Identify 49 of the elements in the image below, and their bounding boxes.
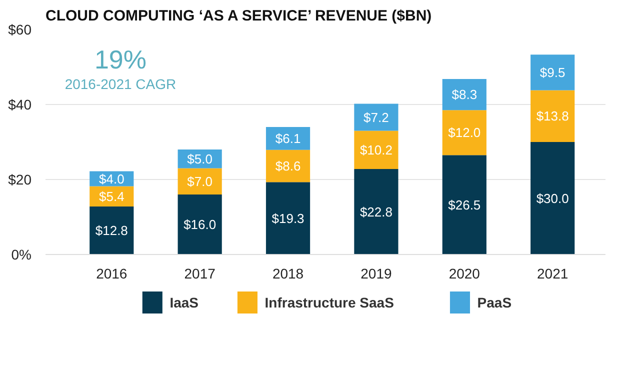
data-label: $7.2 xyxy=(364,110,389,125)
bar xyxy=(178,194,222,254)
data-label: $4.0 xyxy=(98,171,124,186)
data-label: $9.5 xyxy=(540,64,566,80)
data-label: $30.0 xyxy=(536,190,569,206)
data-label: $8.6 xyxy=(275,158,301,174)
x-tick-label: 2017 xyxy=(184,266,216,282)
bar xyxy=(90,206,134,254)
data-label: $26.5 xyxy=(448,197,481,212)
bar xyxy=(354,104,398,131)
bar xyxy=(354,130,398,169)
bar xyxy=(530,90,575,142)
legend-label: IaaS xyxy=(170,294,199,310)
data-label: $12.8 xyxy=(95,223,128,238)
bar xyxy=(442,110,486,156)
annotation: 19% xyxy=(94,44,146,74)
bar xyxy=(530,54,575,90)
data-label: $6.1 xyxy=(275,130,301,146)
bar xyxy=(442,79,486,110)
data-label: $22.8 xyxy=(360,204,392,220)
y-tick-label: 0% xyxy=(11,246,32,262)
data-label: $5.4 xyxy=(98,188,124,204)
y-tick-label: $60 xyxy=(8,22,32,38)
data-label: $7.0 xyxy=(187,174,212,189)
legend-label: Infrastructure SaaS xyxy=(264,294,394,310)
y-tick-label: $40 xyxy=(8,96,32,112)
x-tick-label: 2019 xyxy=(360,266,392,282)
x-tick-label: 2018 xyxy=(272,266,304,282)
data-label: $10.2 xyxy=(360,142,392,158)
x-tick-label: 2020 xyxy=(448,266,480,282)
data-label: $16.0 xyxy=(184,217,216,232)
bar xyxy=(178,168,222,194)
data-label: $19.3 xyxy=(272,210,304,226)
bar xyxy=(266,182,310,254)
bar xyxy=(530,142,575,254)
y-tick-label: $20 xyxy=(8,172,32,188)
x-tick-label: 2021 xyxy=(537,266,568,282)
data-label: $13.8 xyxy=(536,108,569,124)
chart-title: CLOUD COMPUTING ‘AS A SERVICE’ REVENUE ($BN) xyxy=(46,8,432,24)
bar xyxy=(266,127,310,150)
data-label: $5.0 xyxy=(187,151,212,166)
data-label: $12.0 xyxy=(448,125,481,140)
bar xyxy=(266,150,310,182)
bar xyxy=(442,155,486,254)
bar xyxy=(354,169,398,254)
annotation: 2016-2021 CAGR xyxy=(64,76,176,92)
data-label: $8.3 xyxy=(452,87,478,102)
x-tick-label: 2016 xyxy=(96,266,128,282)
legend-label: PaaS xyxy=(477,294,512,310)
